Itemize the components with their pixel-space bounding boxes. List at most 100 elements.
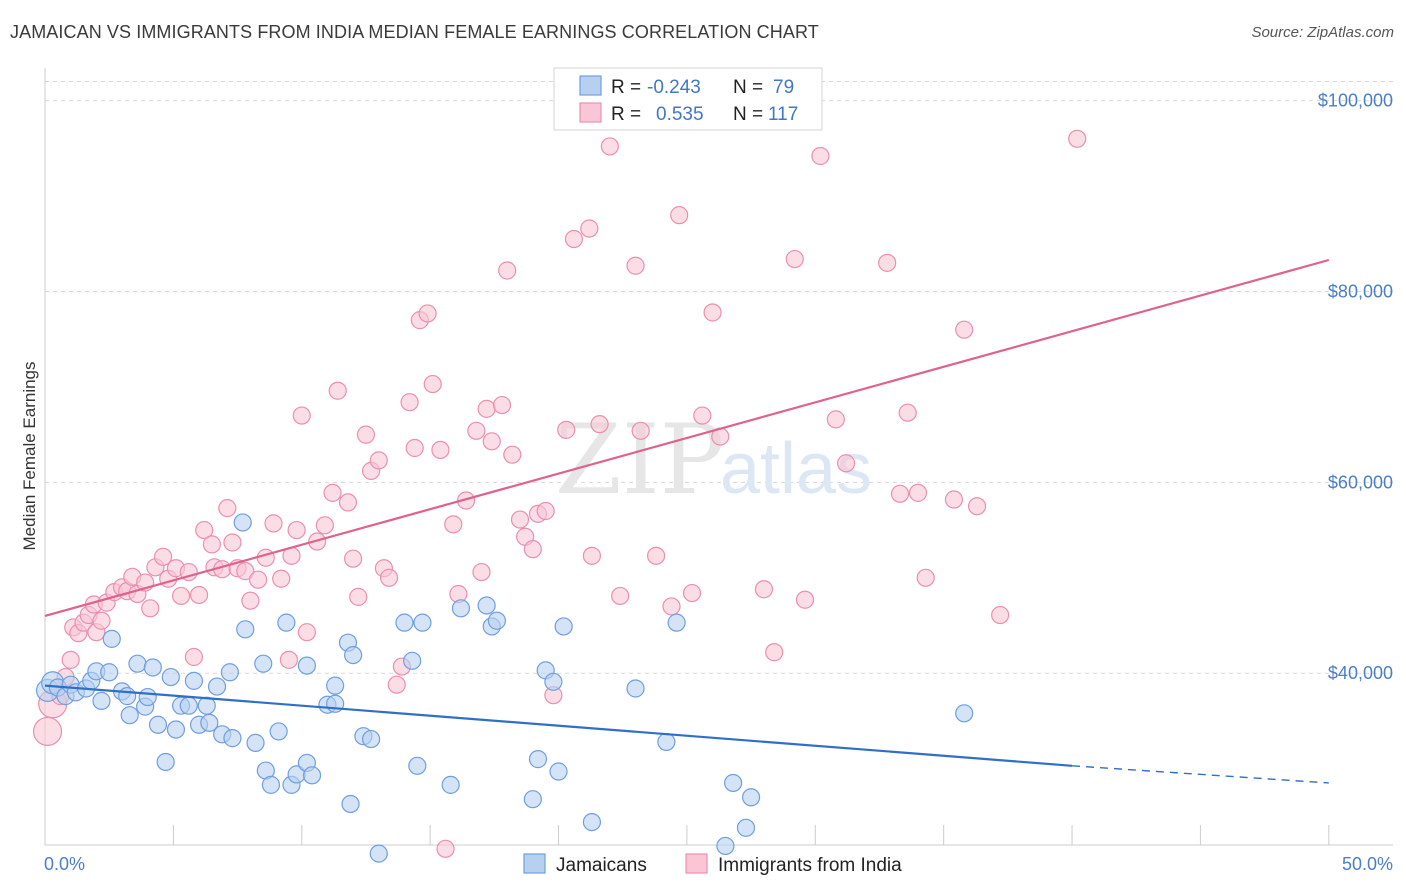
india-point [826, 410, 845, 429]
jamaican-point [100, 663, 119, 682]
series-swatch-india [685, 853, 708, 874]
india-point [682, 583, 702, 603]
jamaican-point [223, 729, 242, 748]
india-point [611, 586, 630, 606]
india-point [580, 219, 599, 238]
jamaican-point [179, 696, 198, 715]
india-point [765, 643, 784, 662]
india-point [249, 570, 268, 589]
jamaican-point [667, 613, 686, 632]
india-point [315, 516, 334, 535]
jamaican-point [277, 613, 296, 632]
india-point [564, 229, 584, 249]
india-point [898, 403, 917, 422]
india-point [444, 515, 463, 534]
y-tick-label-0: $40,000 [1328, 663, 1393, 683]
india-point [338, 493, 358, 512]
india-point [202, 535, 221, 554]
india-point [472, 562, 491, 582]
jamaican-point [403, 651, 422, 670]
india-point [184, 647, 204, 667]
jamaican-point [523, 790, 542, 809]
india-point [379, 568, 399, 587]
india-point [241, 591, 260, 610]
india-point [916, 568, 935, 587]
india-point [297, 623, 316, 642]
india-point [279, 650, 299, 669]
india-point [264, 514, 283, 533]
india-point [795, 590, 815, 609]
jamaican-trend-extension [1072, 765, 1329, 784]
jamaican-point [724, 773, 743, 793]
jamaican-point [184, 671, 204, 690]
jamaican-point [118, 687, 137, 706]
jamaican-point [955, 704, 974, 723]
y-axis-title: Median Female Earnings [20, 362, 39, 551]
jamaican-point [297, 656, 316, 675]
correlation-legend: R = -0.243 N = 79 R = 0.535 N = 117 [553, 67, 823, 131]
india-point [631, 421, 650, 440]
y-tick-label-3: $100,000 [1318, 91, 1393, 111]
india-point [256, 548, 275, 567]
jamaican-point [408, 756, 427, 775]
x-tick-labels: 0.0% 50.0% [44, 854, 1393, 874]
india-point [369, 451, 388, 470]
jamaican-point [554, 617, 573, 636]
india-point [154, 547, 173, 566]
jamaican-point [528, 750, 548, 769]
india-point [356, 425, 376, 444]
source-credit: Source: ZipAtlas.com [1251, 24, 1394, 41]
legend-swatch-jamaicans [579, 75, 602, 96]
series-swatch-jamaicans [523, 853, 546, 874]
india-point [967, 497, 987, 516]
india-point [287, 520, 306, 540]
india-point [646, 546, 666, 565]
india-trend-line [44, 258, 1330, 618]
jamaican-point [657, 732, 676, 752]
india-point [662, 597, 681, 616]
india-point [510, 510, 530, 529]
jamaican-point [413, 613, 432, 632]
india-point [323, 483, 342, 502]
jamaican-point [220, 663, 239, 682]
jamaican-point [441, 775, 460, 794]
india-point [436, 839, 455, 858]
jamaican-point [395, 613, 414, 632]
jamaican-point [451, 599, 471, 618]
series-legend: Jamaicans Immigrants from India [523, 853, 902, 876]
india-points [32, 129, 1087, 858]
legend-r-label-2: R = [611, 104, 641, 125]
jamaican-point [236, 620, 255, 639]
jamaican-point [92, 691, 111, 710]
india-point [944, 490, 964, 509]
india-point [498, 261, 517, 280]
india-point [582, 546, 602, 565]
india-point [92, 611, 111, 630]
india-point [754, 580, 774, 599]
jamaican-point [741, 788, 761, 807]
legend-r-value-2: 0.535 [656, 104, 704, 125]
india-point [878, 253, 897, 272]
india-point [195, 520, 214, 540]
legend-r-value-1: -0.243 [647, 77, 701, 98]
india-point [32, 716, 63, 747]
india-point [482, 432, 501, 451]
jamaican-point [544, 672, 563, 691]
jamaican-point [302, 766, 322, 785]
india-point [557, 420, 576, 439]
india-point [400, 393, 419, 412]
jamaican-point [326, 676, 345, 695]
jamaican-point [120, 706, 139, 725]
jamaican-point [207, 677, 227, 696]
india-point [811, 146, 830, 166]
x-tick-label-0: 0.0% [44, 854, 85, 874]
chart-title: JAMAICAN VS IMMIGRANTS FROM INDIA MEDIAN… [10, 22, 819, 42]
india-point [590, 415, 609, 434]
india-point [703, 303, 722, 322]
india-point [785, 249, 804, 269]
india-point [387, 675, 406, 694]
india-point [431, 440, 450, 460]
india-point [908, 483, 928, 502]
india-point [405, 438, 424, 458]
jamaican-point [128, 654, 147, 673]
